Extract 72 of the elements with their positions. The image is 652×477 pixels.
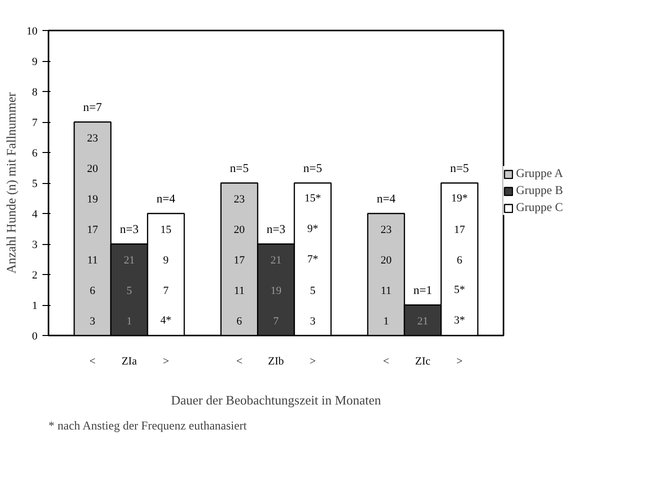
annotation: 1 [126, 315, 132, 328]
annotation: 11 [234, 284, 245, 297]
annotation: 9* [307, 222, 318, 235]
data-label: n=1 [413, 283, 432, 297]
annotation: 21 [417, 315, 428, 328]
legend-label: Gruppe A [516, 166, 563, 181]
y-tick-label: 0 [32, 330, 38, 342]
annotation: 7 [273, 315, 280, 328]
annotation: 4* [160, 314, 172, 326]
annotation: 11 [87, 254, 98, 266]
y-tick-label: 7 [32, 117, 38, 129]
y-axis-title: Anzahl Hunde (n) mit Fallnummer [4, 92, 18, 274]
annotation: 1 [383, 315, 389, 328]
annotation: 21 [270, 254, 282, 266]
annotation: 3 [90, 315, 96, 328]
annotation: 15* [304, 192, 321, 204]
legend-label: Gruppe B [516, 183, 563, 198]
x-tick-label: < [89, 356, 96, 368]
x-tick-label: ZIb [268, 356, 284, 368]
annotation: 7* [307, 253, 318, 266]
x-tick-label: > [310, 356, 316, 368]
annotation: 3 [310, 315, 316, 328]
annotation: 20 [87, 162, 99, 175]
annotation: 6 [90, 284, 96, 297]
data-label: n=4 [156, 192, 176, 206]
x-tick-label: ZIa [122, 356, 137, 368]
y-tick-label: 8 [32, 86, 38, 98]
data-label: n=5 [450, 161, 469, 175]
x-tick-label: > [162, 356, 170, 368]
y-tick-label: 2 [32, 270, 38, 282]
annotation: 19 [270, 284, 282, 297]
y-tick-label: 10 [26, 26, 38, 38]
annotation: 17 [87, 224, 99, 236]
data-label: n=3 [266, 222, 286, 236]
legend-label: Gruppe C [516, 200, 563, 215]
y-tick-label: 3 [32, 239, 38, 251]
x-tick-label: < [382, 356, 390, 368]
x-tick-label: ZIc [415, 356, 431, 368]
data-label: n=4 [376, 192, 396, 206]
annotation: 21 [124, 254, 135, 266]
y-tick-label: 4 [32, 208, 38, 220]
y-tick-label: 6 [32, 148, 38, 160]
annotation: 9 [163, 254, 170, 266]
x-axis-title: Dauer der Beobachtungszeit in Monaten [170, 392, 382, 408]
y-tick-label: 5 [32, 178, 38, 190]
annotation: 6 [236, 315, 243, 328]
annotation: 5 [310, 284, 316, 297]
annotation: 6 [456, 254, 463, 266]
annotation: 5 [126, 284, 132, 297]
data-label: n=3 [120, 222, 139, 236]
annotation: 23 [234, 193, 246, 206]
annotation: 20 [380, 254, 392, 266]
annotation: 11 [380, 284, 392, 297]
data-label: n=7 [83, 100, 102, 114]
y-tick-label: 1 [32, 300, 38, 312]
annotation: 20 [234, 224, 246, 236]
x-tick-label: < [236, 356, 242, 368]
annotation: 5* [454, 284, 465, 296]
annotation: 7 [163, 284, 170, 297]
annotation: 17 [234, 254, 246, 266]
y-tick-label: 9 [32, 56, 38, 68]
annotation: 23 [380, 224, 392, 236]
data-label: n=5 [230, 161, 249, 175]
annotation: 19 [87, 193, 99, 206]
text: * nach Anstieg der Frequenz euthanasiert [48, 418, 248, 432]
annotation: 19* [451, 192, 468, 204]
x-tick-label: > [456, 356, 463, 368]
annotation: 23 [87, 132, 99, 144]
annotation: 3* [454, 314, 465, 326]
annotation: 17 [454, 224, 466, 236]
annotation: 15 [160, 224, 172, 236]
data-label: n=5 [303, 161, 322, 175]
